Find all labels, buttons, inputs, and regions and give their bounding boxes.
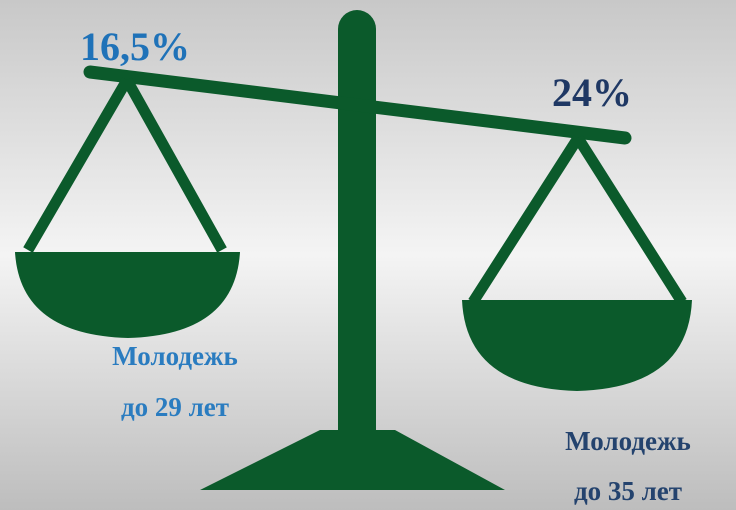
left-pan [15,252,240,338]
left-label: Молодежь [112,341,238,371]
pillar [338,10,376,470]
right-label: Молодежь [565,426,691,456]
right-pan [462,300,692,391]
left-label: до 29 лет [121,392,229,422]
base [200,430,505,490]
right-value: 24% [552,70,632,115]
left-value: 16,5% [80,24,190,69]
right-strings [468,135,687,305]
left-strings [23,77,227,253]
beam [83,65,632,145]
scale [15,10,692,490]
right-label: до 35 лет [574,476,682,506]
